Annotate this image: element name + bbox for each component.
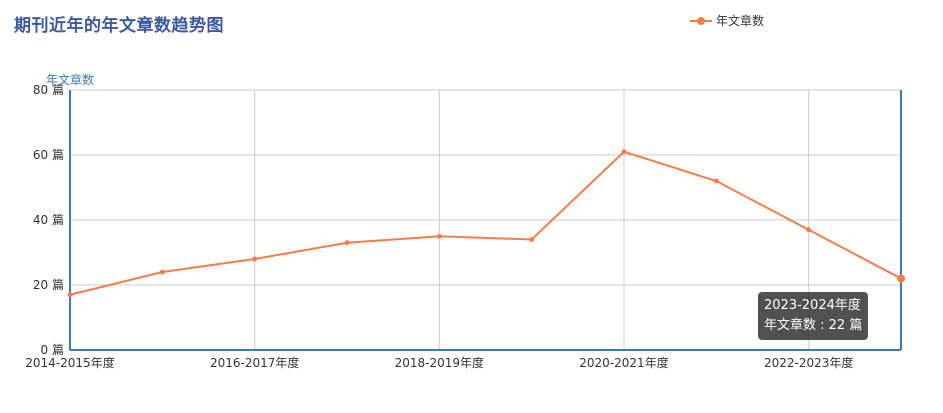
series-line: [69, 150, 902, 296]
legend-label: 年文章数: [716, 14, 765, 28]
tooltip: 2023-2024年度 年文章数 : 22 篇: [758, 292, 869, 340]
x-tick-label: 2020-2021年度: [579, 355, 668, 370]
y-tick-label: 80 篇: [33, 82, 64, 97]
y-tick-label: 60 篇: [33, 147, 64, 162]
x-tick-label: 2014-2015年度: [25, 355, 114, 370]
y-tick-label: 0 篇: [41, 342, 64, 357]
chart-title: 期刊近年的年文章数趋势图: [14, 16, 224, 36]
data-point[interactable]: [344, 240, 350, 246]
data-point[interactable]: [67, 292, 73, 298]
y-tick-label: 40 篇: [33, 212, 64, 227]
y-tick-label: 20 篇: [33, 277, 64, 292]
tooltip-value: 年文章数 : 22 篇: [764, 318, 863, 333]
legend-line-icon: [690, 16, 712, 25]
tooltip-title: 2023-2024年度: [764, 298, 861, 313]
data-point[interactable]: [529, 237, 535, 242]
data-point[interactable]: [252, 256, 258, 262]
data-point[interactable]: [897, 274, 905, 283]
y-axis-label: 年文章数: [46, 73, 95, 87]
x-tick-label: 2016-2017年度: [210, 355, 299, 370]
legend[interactable]: 年文章数: [690, 12, 764, 29]
x-tick-label: 2022-2023年度: [764, 355, 853, 370]
data-point[interactable]: [713, 178, 719, 184]
x-tick-label: 2018-2019年度: [395, 355, 484, 370]
data-point[interactable]: [436, 233, 442, 239]
data-point[interactable]: [159, 269, 165, 275]
data-point[interactable]: [621, 149, 627, 155]
data-point[interactable]: [806, 227, 812, 233]
